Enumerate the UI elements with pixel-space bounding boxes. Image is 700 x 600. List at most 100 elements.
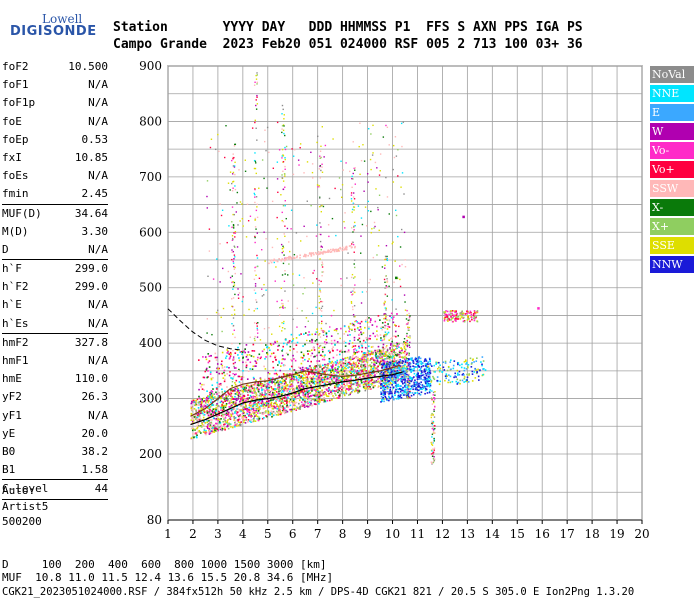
- echo-point: [386, 362, 388, 364]
- echo-point: [371, 372, 374, 375]
- echo-point: [390, 350, 393, 353]
- echo-point: [280, 388, 283, 391]
- echo-point: [252, 407, 255, 409]
- echo-point: [255, 394, 258, 397]
- echo-point: [335, 363, 337, 366]
- echo-point: [210, 394, 213, 396]
- echo-point: [240, 398, 242, 400]
- echo-point: [326, 395, 328, 398]
- echo-point: [256, 336, 259, 338]
- echo-point: [428, 376, 431, 378]
- echo-point: [238, 423, 241, 426]
- echo-point: [416, 376, 419, 378]
- y-tick-label: 900: [139, 59, 162, 73]
- echo-point: [362, 353, 365, 356]
- echo-point: [366, 317, 369, 319]
- echo-point: [397, 394, 400, 397]
- echo-point: [275, 403, 278, 406]
- echo-point: [313, 368, 316, 371]
- echo-point: [241, 353, 243, 355]
- echo-point: [253, 192, 256, 195]
- echo-point: [242, 401, 245, 403]
- echo-point: [256, 404, 259, 407]
- echo-point: [383, 360, 386, 363]
- echo-point: [267, 400, 270, 403]
- echo-point: [213, 426, 216, 429]
- echo-point: [376, 334, 378, 336]
- echo-point: [211, 397, 213, 399]
- echo-point: [364, 389, 367, 392]
- echo-point: [350, 388, 353, 390]
- echo-point: [248, 406, 251, 409]
- echo-point: [382, 371, 385, 374]
- echo-point: [424, 358, 427, 360]
- echo-point: [344, 374, 347, 376]
- echo-point: [331, 360, 333, 363]
- echo-point: [245, 384, 248, 387]
- echo-point: [213, 408, 216, 410]
- echo-point: [416, 378, 419, 380]
- echo-point: [410, 371, 412, 373]
- echo-point: [419, 386, 422, 389]
- echo-point: [255, 413, 258, 416]
- echo-point: [426, 363, 429, 365]
- echo-point: [481, 363, 483, 366]
- echo-point: [395, 380, 397, 382]
- echo-point: [313, 349, 316, 351]
- echo-point: [354, 266, 356, 269]
- echo-point: [413, 381, 415, 384]
- echo-point: [269, 355, 272, 358]
- echo-point: [381, 359, 384, 361]
- echo-point: [299, 405, 302, 408]
- echo-point: [359, 369, 362, 372]
- echo-point: [306, 395, 309, 398]
- echo-point: [239, 423, 242, 426]
- echo-point: [326, 381, 328, 383]
- echo-point: [319, 291, 322, 293]
- echo-point: [288, 376, 291, 379]
- echo-point: [333, 390, 336, 392]
- echo-point: [328, 357, 331, 360]
- echo-point: [330, 389, 333, 392]
- echo-point: [303, 373, 305, 376]
- echo-point: [344, 359, 347, 362]
- echo-point: [282, 154, 284, 156]
- echo-point: [332, 356, 335, 359]
- echo-point: [244, 400, 246, 403]
- echo-point: [200, 407, 203, 410]
- echo-point: [417, 374, 419, 377]
- echo-point: [221, 413, 224, 416]
- echo-point: [303, 333, 305, 335]
- echo-point: [240, 410, 242, 413]
- echo-point: [350, 276, 353, 279]
- echo-point: [220, 405, 223, 408]
- echo-point: [236, 424, 239, 426]
- echo-point: [255, 387, 258, 390]
- echo-point: [317, 369, 320, 372]
- echo-point: [330, 373, 333, 376]
- echo-point: [438, 361, 440, 364]
- echo-point: [307, 369, 309, 372]
- echo-point: [331, 367, 333, 369]
- param-value: N/A: [88, 298, 108, 312]
- echo-point: [475, 315, 478, 318]
- echo-point: [289, 385, 291, 388]
- echo-point: [394, 352, 396, 354]
- echo-point: [353, 366, 356, 368]
- echo-point: [426, 384, 428, 386]
- echo-point: [403, 352, 406, 355]
- echo-point: [286, 400, 288, 403]
- echo-point: [350, 363, 353, 365]
- echo-point: [386, 375, 388, 377]
- echo-point: [393, 335, 396, 337]
- echo-point: [380, 363, 383, 366]
- echo-point: [348, 394, 350, 396]
- echo-point: [217, 398, 220, 401]
- echo-point: [244, 390, 247, 393]
- echo-point: [346, 384, 348, 387]
- echo-point: [368, 337, 370, 340]
- echo-point: [424, 389, 427, 392]
- echo-point: [237, 354, 239, 356]
- echo-point: [370, 382, 373, 385]
- echo-point: [401, 379, 404, 381]
